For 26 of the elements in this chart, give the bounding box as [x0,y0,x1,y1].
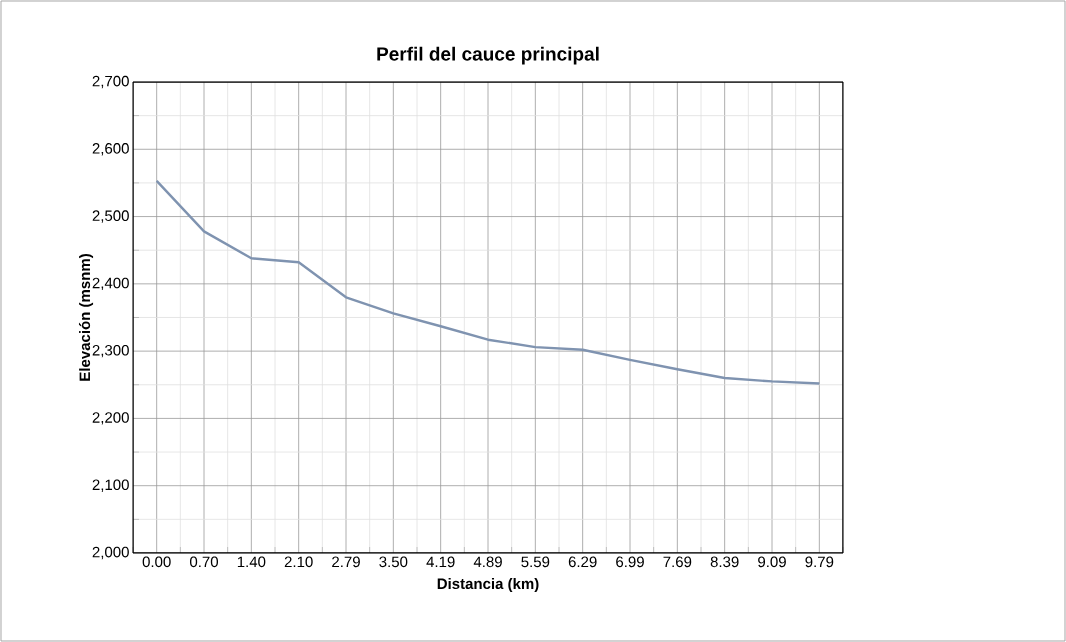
line-series [155,179,821,385]
y-tick-label: 2,300 [92,344,129,358]
x-tick-label: 2.10 [284,556,313,568]
x-tick-label: 5.59 [521,556,550,568]
chart-title: Perfil del cauce principal [377,46,599,65]
y-tick-label: 2,700 [92,75,129,89]
x-tick-label: 0.70 [189,556,219,568]
y-tick-label: 2,100 [92,479,129,492]
x-tick-label: 0.00 [142,556,171,568]
x-tick-label: 8.39 [710,556,739,568]
x-tick-label: 9.79 [805,556,834,568]
x-tick-label: 1.40 [237,556,266,568]
x-tick-label: 2.79 [332,556,360,568]
x-axis-title: Distancia (km) [437,578,539,592]
x-tick-label: 6.29 [568,556,597,568]
x-tick-label: 4.89 [473,556,502,568]
x-tick-label: 3.50 [379,556,408,568]
y-tick-label: 2,200 [92,412,129,425]
x-tick-label: 7.69 [663,556,692,568]
y-tick-label: 2,500 [92,210,129,223]
y-tick-label: 2,000 [92,546,129,560]
x-tick-label: 9.09 [758,556,786,568]
x-tick-label: 6.99 [616,556,644,568]
y-tick-label: 2,600 [92,143,129,156]
x-tick-label: 4.19 [426,556,455,568]
y-tick-label: 2,400 [92,277,129,291]
